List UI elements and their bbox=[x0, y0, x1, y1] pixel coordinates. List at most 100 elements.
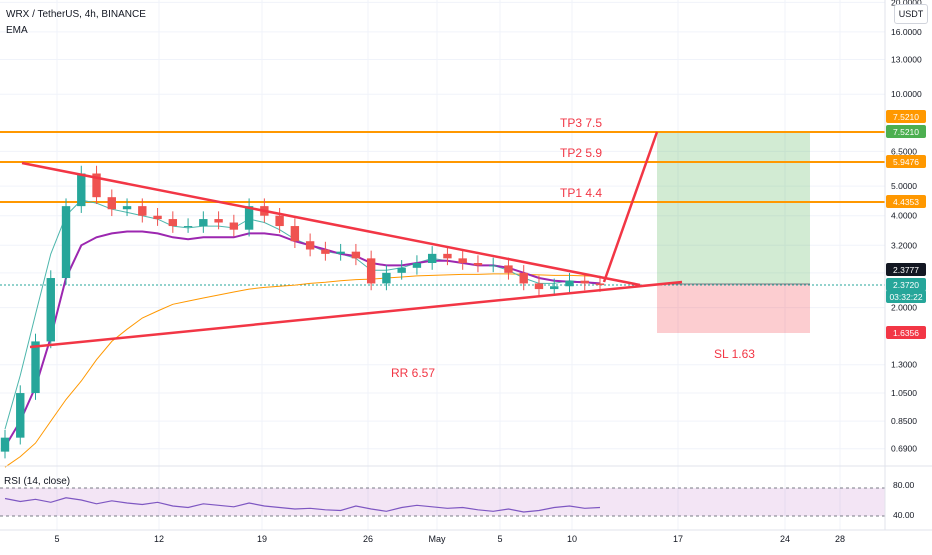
rr-label: RR 6.57 bbox=[391, 366, 435, 380]
candle-body bbox=[46, 278, 55, 342]
time-tick-label: 28 bbox=[835, 534, 845, 544]
candle-body bbox=[122, 206, 132, 210]
candle-body bbox=[305, 241, 315, 250]
symbol-title[interactable]: WRX / TetherUS, 4h, BINANCE bbox=[6, 9, 146, 20]
price-badge bbox=[886, 278, 926, 291]
candle-body bbox=[92, 173, 101, 198]
currency-badge[interactable]: USDT bbox=[894, 4, 928, 24]
time-tick-label: 5 bbox=[54, 534, 59, 544]
candle-body bbox=[580, 280, 589, 284]
candle-body bbox=[153, 215, 162, 220]
sl-label: SL 1.63 bbox=[714, 347, 755, 361]
price-badge bbox=[886, 263, 926, 276]
price-badge bbox=[886, 125, 926, 138]
candle-body bbox=[107, 197, 116, 210]
candle-body bbox=[427, 253, 437, 264]
price-badge-label: 03:32:22 bbox=[889, 292, 922, 302]
price-badge bbox=[886, 110, 926, 123]
time-tick-label: May bbox=[428, 534, 446, 544]
price-tick-label: 20.0000 bbox=[891, 0, 922, 7]
candle-body bbox=[504, 265, 513, 273]
price-badge-label: 1.6356 bbox=[893, 328, 919, 338]
price-tick-label: 0.8500 bbox=[891, 416, 917, 426]
price-badge-label: 7.5210 bbox=[893, 112, 919, 122]
axis-layer: 20.0000 16.0000 13.0000 10.0000 6.5000 5.0000… bbox=[54, 0, 926, 544]
candle-body bbox=[519, 272, 528, 284]
rsi-band bbox=[0, 488, 885, 516]
candle-body bbox=[473, 263, 483, 266]
candle-body bbox=[397, 267, 406, 273]
rsi-tick-label: 40.00 bbox=[893, 510, 915, 520]
breakout-projection-line[interactable] bbox=[602, 131, 659, 283]
loss-zone bbox=[657, 284, 810, 333]
candle-body bbox=[61, 206, 71, 279]
candle-body bbox=[458, 258, 467, 264]
candle-body bbox=[321, 249, 330, 254]
candle-body bbox=[351, 251, 361, 259]
time-tick-label: 17 bbox=[673, 534, 683, 544]
lower-trendline[interactable] bbox=[29, 280, 683, 349]
candle-body bbox=[489, 265, 498, 267]
time-tick-label: 24 bbox=[780, 534, 790, 544]
candle-body bbox=[290, 226, 300, 242]
price-tick-label: 1.0500 bbox=[891, 388, 917, 398]
candle-body bbox=[275, 215, 284, 227]
candle-body bbox=[412, 263, 422, 268]
price-badge bbox=[886, 290, 926, 303]
tp1-label: TP1 4.4 bbox=[560, 186, 602, 200]
time-tick-label: 19 bbox=[257, 534, 267, 544]
tp2-label: TP2 5.9 bbox=[560, 146, 602, 160]
price-tick-label: 16.0000 bbox=[891, 27, 922, 37]
candle-body bbox=[244, 206, 254, 230]
candle-body bbox=[77, 173, 86, 207]
price-tick-label: 0.6900 bbox=[891, 444, 917, 454]
price-tick-label: 10.0000 bbox=[891, 89, 922, 99]
price-badge-label: 5.9476 bbox=[893, 157, 919, 167]
price-badge bbox=[886, 326, 926, 339]
price-badge-label: 4.4353 bbox=[893, 197, 919, 207]
price-tick-label: 5.0000 bbox=[891, 181, 917, 191]
ema-purple-line bbox=[4, 230, 601, 448]
candle-body bbox=[443, 253, 452, 259]
candle-body bbox=[199, 219, 208, 227]
candle-body bbox=[550, 286, 559, 290]
candle-body bbox=[366, 258, 376, 284]
time-tick-label: 26 bbox=[363, 534, 373, 544]
price-badge-label: 7.5210 bbox=[893, 127, 919, 137]
rsi-tick-label: 80.00 bbox=[893, 480, 915, 490]
price-badge bbox=[886, 155, 926, 168]
candle-body bbox=[16, 393, 25, 438]
time-tick-label: 12 bbox=[154, 534, 164, 544]
price-tick-label: 13.0000 bbox=[891, 54, 922, 64]
tp3-label: TP3 7.5 bbox=[560, 116, 602, 130]
price-badge bbox=[886, 195, 926, 208]
rsi-indicator-label[interactable]: RSI (14, close) bbox=[4, 476, 71, 487]
candle-body bbox=[336, 251, 345, 254]
candle-body bbox=[595, 283, 605, 286]
time-tick-label: 5 bbox=[497, 534, 502, 544]
series-layer bbox=[0, 165, 605, 468]
upper-trendline[interactable] bbox=[21, 161, 641, 287]
price-tick-label: 1.3000 bbox=[891, 360, 917, 370]
candle-body bbox=[565, 280, 574, 287]
candle-body bbox=[382, 272, 391, 284]
candle-body bbox=[229, 222, 239, 230]
candle-body bbox=[168, 219, 178, 227]
profit-zone bbox=[657, 132, 810, 284]
price-tick-label: 6.5000 bbox=[891, 146, 917, 156]
price-badge-label: 2.3720 bbox=[893, 280, 919, 290]
ema-indicator-label[interactable]: EMA bbox=[6, 25, 28, 36]
candle-body bbox=[534, 283, 544, 290]
time-tick-label: 10 bbox=[567, 534, 577, 544]
ema-orange-line bbox=[4, 273, 601, 468]
candle-body bbox=[138, 206, 147, 216]
price-tick-label: 2.0000 bbox=[891, 303, 917, 313]
candle-body bbox=[0, 437, 10, 452]
price-tick-label: 4.0000 bbox=[891, 211, 917, 221]
price-badge-label: 2.3777 bbox=[893, 265, 919, 275]
candle-body bbox=[214, 219, 223, 223]
candle-body bbox=[31, 341, 40, 394]
